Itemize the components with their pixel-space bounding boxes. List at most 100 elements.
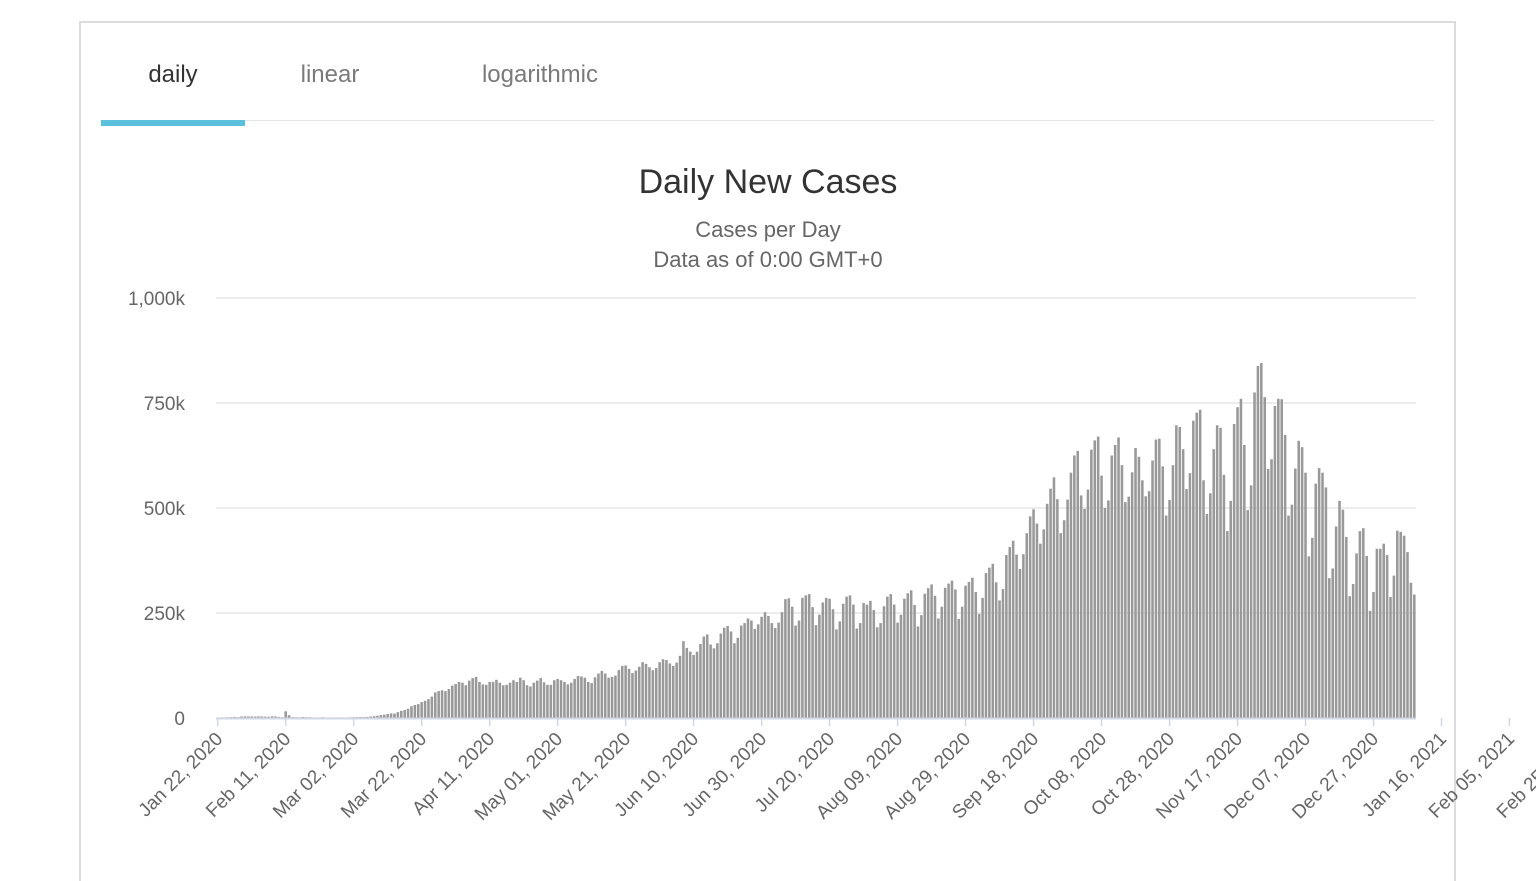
bar[interactable]	[1005, 555, 1008, 718]
bar[interactable]	[1402, 535, 1406, 718]
bar[interactable]	[532, 682, 536, 718]
bar[interactable]	[872, 610, 876, 718]
bar[interactable]	[746, 618, 750, 718]
bar[interactable]	[1103, 508, 1107, 718]
bar[interactable]	[940, 606, 944, 718]
bar[interactable]	[366, 716, 369, 718]
bar[interactable]	[1192, 420, 1195, 718]
bar[interactable]	[841, 603, 845, 718]
bar[interactable]	[396, 712, 400, 718]
bar[interactable]	[688, 651, 692, 718]
bar[interactable]	[981, 597, 984, 718]
bar[interactable]	[566, 684, 570, 718]
tab-linear[interactable]: linear	[300, 60, 360, 88]
bar[interactable]	[253, 716, 257, 718]
bar[interactable]	[824, 597, 828, 718]
bar[interactable]	[658, 662, 661, 718]
bar[interactable]	[753, 628, 757, 718]
bar[interactable]	[916, 626, 920, 718]
bar[interactable]	[1328, 578, 1331, 718]
bar[interactable]	[495, 679, 498, 718]
bar[interactable]	[522, 680, 525, 718]
bar[interactable]	[597, 673, 600, 718]
bar[interactable]	[474, 676, 478, 718]
bar[interactable]	[773, 628, 777, 718]
bar[interactable]	[1294, 468, 1297, 718]
bar[interactable]	[1304, 472, 1307, 718]
bar[interactable]	[852, 604, 855, 718]
bar[interactable]	[1239, 398, 1243, 718]
bar[interactable]	[573, 678, 576, 718]
bar[interactable]	[1028, 516, 1032, 718]
bar[interactable]	[454, 683, 457, 718]
bar[interactable]	[1280, 399, 1283, 718]
bar[interactable]	[1273, 405, 1277, 718]
bar[interactable]	[1093, 440, 1097, 718]
bar[interactable]	[1178, 426, 1182, 718]
bar[interactable]	[233, 716, 236, 718]
bar[interactable]	[954, 589, 957, 718]
bar[interactable]	[906, 593, 910, 718]
bar[interactable]	[260, 716, 264, 718]
bar[interactable]	[1324, 487, 1328, 718]
bar[interactable]	[393, 713, 396, 718]
bar[interactable]	[1110, 455, 1114, 719]
bar[interactable]	[947, 583, 950, 718]
bar[interactable]	[369, 716, 372, 718]
bar[interactable]	[1311, 537, 1314, 718]
bar[interactable]	[267, 716, 270, 718]
bar[interactable]	[1307, 556, 1311, 718]
bar[interactable]	[576, 676, 580, 718]
bar[interactable]	[444, 691, 447, 718]
bar[interactable]	[960, 606, 964, 718]
bar[interactable]	[501, 685, 505, 718]
bar[interactable]	[988, 567, 991, 718]
bar[interactable]	[705, 634, 709, 718]
bar[interactable]	[994, 582, 998, 718]
bar[interactable]	[1049, 488, 1052, 718]
bar[interactable]	[437, 691, 440, 718]
bar[interactable]	[277, 716, 281, 718]
bar[interactable]	[756, 624, 760, 718]
bar[interactable]	[1379, 548, 1382, 718]
bar[interactable]	[1396, 530, 1399, 718]
bar[interactable]	[760, 616, 763, 718]
bar[interactable]	[1069, 472, 1073, 718]
bar[interactable]	[1113, 445, 1117, 718]
bar[interactable]	[1341, 509, 1345, 718]
bar[interactable]	[736, 637, 740, 718]
bar[interactable]	[1025, 533, 1029, 718]
bar[interactable]	[614, 675, 617, 718]
bar[interactable]	[1382, 543, 1385, 718]
bar[interactable]	[389, 713, 393, 718]
bar[interactable]	[1001, 589, 1005, 718]
bar[interactable]	[1226, 531, 1229, 718]
bar[interactable]	[542, 682, 546, 718]
bar[interactable]	[1297, 440, 1300, 718]
bar[interactable]	[457, 681, 461, 718]
bar[interactable]	[875, 627, 879, 718]
bar[interactable]	[488, 681, 491, 718]
bar[interactable]	[270, 716, 274, 718]
bar[interactable]	[1018, 568, 1022, 718]
bar[interactable]	[1039, 543, 1042, 718]
bar[interactable]	[790, 606, 794, 718]
bar[interactable]	[287, 715, 291, 718]
bar[interactable]	[648, 667, 651, 718]
bar[interactable]	[410, 706, 413, 718]
bar[interactable]	[491, 681, 495, 718]
bar[interactable]	[1338, 500, 1341, 718]
bar[interactable]	[1175, 425, 1178, 718]
bar[interactable]	[301, 716, 304, 718]
bar[interactable]	[379, 715, 383, 718]
bar[interactable]	[923, 593, 927, 718]
bar[interactable]	[529, 686, 532, 719]
bar[interactable]	[1083, 508, 1086, 718]
bar[interactable]	[671, 665, 675, 718]
bar[interactable]	[559, 680, 563, 718]
bar[interactable]	[950, 580, 954, 718]
bar[interactable]	[471, 678, 474, 718]
bar[interactable]	[1229, 500, 1233, 718]
bar[interactable]	[1198, 409, 1202, 718]
bar[interactable]	[1413, 594, 1416, 718]
